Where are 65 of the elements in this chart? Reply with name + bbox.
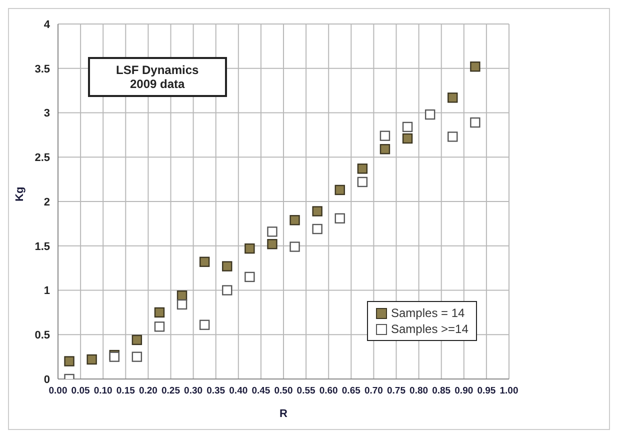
point xyxy=(244,243,255,254)
x-tick-label: 0.50 xyxy=(274,386,293,397)
x-tick-label: 0.90 xyxy=(454,386,474,397)
x-tick-label: 0.65 xyxy=(342,386,362,397)
point xyxy=(380,144,390,154)
point xyxy=(470,117,480,128)
point xyxy=(380,130,390,141)
x-tick-label: 0.30 xyxy=(184,386,203,397)
point xyxy=(334,184,345,196)
x-tick-label: 0.75 xyxy=(387,386,406,397)
x-axis-title: R xyxy=(280,408,288,420)
x-tick-label: 0.85 xyxy=(432,386,452,397)
point xyxy=(132,334,142,346)
point xyxy=(470,62,480,72)
point xyxy=(402,133,413,144)
point xyxy=(402,122,413,132)
x-tick-label: 0.25 xyxy=(162,386,181,397)
point xyxy=(86,354,97,365)
point xyxy=(154,307,165,318)
text-box: LSF Dynamics 2009 data xyxy=(88,57,227,97)
x-tick-label: 0.00 xyxy=(48,386,68,397)
y-tick-label: 3 xyxy=(44,108,50,120)
point xyxy=(312,206,322,216)
y-tick-label: 2 xyxy=(44,196,50,208)
point xyxy=(290,215,300,226)
point xyxy=(244,272,255,282)
x-tick-label: 0.10 xyxy=(94,386,112,397)
point xyxy=(199,320,210,330)
point xyxy=(357,164,368,174)
y-tick-label: 4 xyxy=(44,18,51,31)
y-tick-label: 0 xyxy=(44,374,50,386)
point xyxy=(154,322,165,332)
y-tick-label: 2.5 xyxy=(34,152,50,164)
point xyxy=(222,285,232,296)
y-tick-label: 1.5 xyxy=(34,240,50,253)
point xyxy=(448,92,458,103)
annotation: LSF Dynamics 2009 data xyxy=(116,63,199,91)
y-tick-label: 0.5 xyxy=(34,330,50,342)
legend-label: Samples = 14 xyxy=(390,305,466,321)
point xyxy=(199,256,210,267)
point xyxy=(290,242,300,252)
point xyxy=(312,224,322,234)
x-tick-label: 0.70 xyxy=(364,386,383,397)
x-tick-label: 0.35 xyxy=(206,386,226,397)
x-tick-label: 0.15 xyxy=(116,386,136,397)
y-axis-title: Kg xyxy=(14,186,26,202)
x-tick-label: 0.80 xyxy=(410,386,428,397)
point xyxy=(132,352,142,362)
point xyxy=(424,109,436,120)
x-tick-label: 0.55 xyxy=(296,386,316,397)
point xyxy=(222,261,232,272)
point xyxy=(176,299,188,310)
point xyxy=(357,176,368,188)
y-tick-label: 1 xyxy=(44,285,50,298)
point xyxy=(64,356,74,366)
point xyxy=(267,239,278,250)
x-tick-label: 0.40 xyxy=(229,386,248,397)
x-tick-label: 0.60 xyxy=(319,386,338,397)
legend-label: Samples >=14 xyxy=(390,321,468,337)
x-tick-label: 0.20 xyxy=(138,386,158,397)
x-tick-label: 0.95 xyxy=(477,386,496,397)
y-tick-label: 3.5 xyxy=(34,63,50,76)
x-tick-label: 1.00 xyxy=(500,386,518,397)
x-tick-label: 0.05 xyxy=(71,386,91,397)
x-tick-label: 0.45 xyxy=(252,386,271,397)
